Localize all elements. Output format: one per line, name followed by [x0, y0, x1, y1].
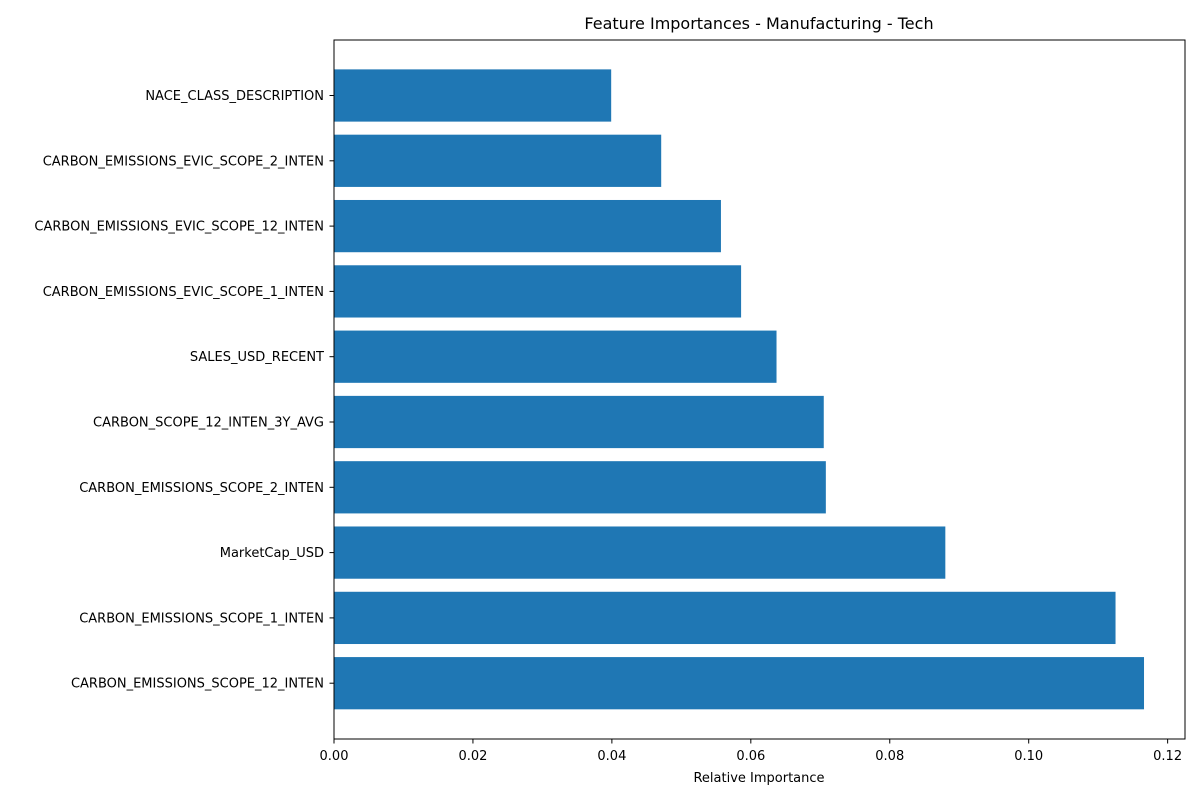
x-tick-label: 0.10: [1014, 749, 1043, 764]
x-tick-label: 0.02: [458, 749, 487, 764]
x-tick-label: 0.04: [597, 749, 626, 764]
y-axis-ticks: NACE_CLASS_DESCRIPTION CARBON_EMISSIONS_E…: [34, 89, 334, 692]
bar: [334, 199, 721, 253]
y-tick-label: CARBON_EMISSIONS_EVIC_SCOPE_1_INTEN: [43, 285, 324, 300]
x-tick-label: 0.00: [320, 749, 349, 764]
y-tick-label: CARBON_EMISSIONS_SCOPE_2_INTEN: [79, 481, 324, 496]
x-tick-label: 0.06: [736, 749, 765, 764]
x-axis-ticks: 0.00 0.02 0.04 0.06 0.08 0.10 0.12: [320, 739, 1182, 764]
x-axis-label: Relative Importance: [693, 771, 824, 786]
bar: [334, 265, 742, 318]
y-tick-label: CARBON_EMISSIONS_EVIC_SCOPE_12_INTEN: [34, 220, 324, 235]
bar: [334, 134, 662, 187]
bar: [334, 526, 946, 579]
x-tick-label: 0.12: [1153, 749, 1182, 764]
y-tick-label: CARBON_EMISSIONS_EVIC_SCOPE_2_INTEN: [43, 154, 324, 169]
x-tick-label: 0.08: [875, 749, 904, 764]
y-tick-label: CARBON_EMISSIONS_SCOPE_1_INTEN: [79, 611, 324, 626]
bars-group: [334, 69, 1145, 710]
y-tick-label: MarketCap_USD: [220, 546, 324, 561]
bar: [334, 591, 1116, 645]
y-tick-label: NACE_CLASS_DESCRIPTION: [145, 89, 324, 104]
bar: [334, 69, 612, 122]
bar: [334, 395, 824, 449]
plot-frame: [333, 39, 1186, 740]
bar: [334, 461, 826, 514]
chart-title: Feature Importances - Manufacturing - Te…: [584, 14, 933, 33]
y-tick-label: SALES_USD_RECENT: [190, 350, 324, 365]
bar: [334, 330, 777, 383]
y-tick-label: CARBON_EMISSIONS_SCOPE_12_INTEN: [71, 677, 324, 692]
bar: [334, 657, 1145, 710]
y-tick-label: CARBON_SCOPE_12_INTEN_3Y_AVG: [93, 416, 324, 431]
